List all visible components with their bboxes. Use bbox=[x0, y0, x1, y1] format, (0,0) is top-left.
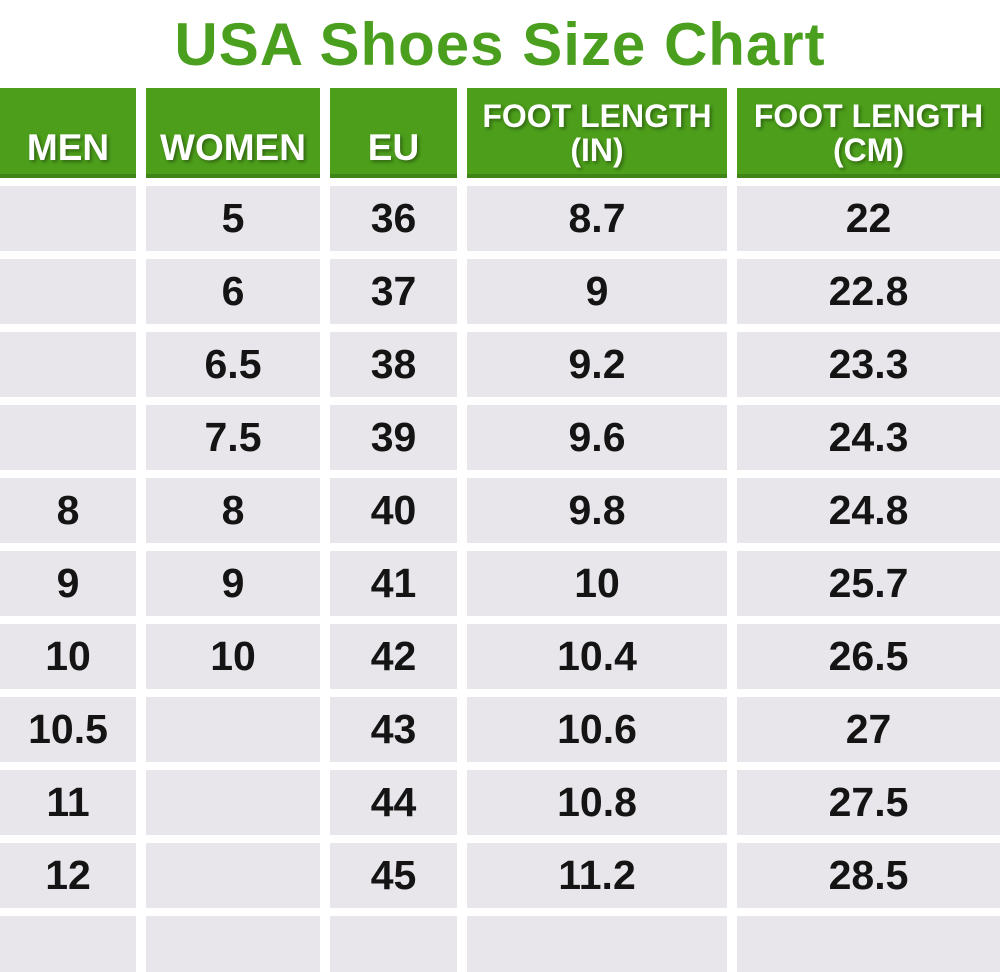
table-cell-foot-length-cm: 27 bbox=[737, 697, 1000, 762]
page-title: USA Shoes Size Chart bbox=[174, 10, 826, 78]
table-header-row: MEN WOMEN EU FOOT LENGTH (IN) FOOT LENGT… bbox=[0, 88, 1000, 178]
table-cell-eu: 44 bbox=[330, 770, 457, 835]
table-cell-eu bbox=[330, 916, 457, 972]
table-cell-women bbox=[146, 770, 320, 835]
table-cell-foot-length-in: 10.8 bbox=[467, 770, 727, 835]
table-cell-women: 6 bbox=[146, 259, 320, 324]
table-cell-men bbox=[0, 405, 136, 470]
table-cell-eu: 38 bbox=[330, 332, 457, 397]
table-cell-eu: 42 bbox=[330, 624, 457, 689]
table-cell-foot-length-cm: 25.7 bbox=[737, 551, 1000, 616]
table-cell-foot-length-in: 9 bbox=[467, 259, 727, 324]
table-row: 10.5 43 10.6 27 bbox=[0, 697, 1000, 762]
table-row: 12 45 11.2 28.5 bbox=[0, 843, 1000, 908]
table-cell-men bbox=[0, 186, 136, 251]
table-cell-women bbox=[146, 843, 320, 908]
table-cell-foot-length-cm: 28.5 bbox=[737, 843, 1000, 908]
table-cell-foot-length-cm: 22.8 bbox=[737, 259, 1000, 324]
size-table: MEN WOMEN EU FOOT LENGTH (IN) FOOT LENGT… bbox=[0, 88, 1000, 972]
table-row: 6 37 9 22.8 bbox=[0, 259, 1000, 324]
table-cell-men: 9 bbox=[0, 551, 136, 616]
table-row: 7.5 39 9.6 24.3 bbox=[0, 405, 1000, 470]
table-cell-foot-length-cm: 22 bbox=[737, 186, 1000, 251]
table-cell-foot-length-in bbox=[467, 916, 727, 972]
table-row: 11 44 10.8 27.5 bbox=[0, 770, 1000, 835]
header-men: MEN bbox=[0, 88, 136, 178]
table-cell-eu: 41 bbox=[330, 551, 457, 616]
table-cell-eu: 37 bbox=[330, 259, 457, 324]
table-row: 8 8 40 9.8 24.8 bbox=[0, 478, 1000, 543]
table-cell-eu: 45 bbox=[330, 843, 457, 908]
table-cell-foot-length-cm: 24.8 bbox=[737, 478, 1000, 543]
table-row: 9 9 41 10 25.7 bbox=[0, 551, 1000, 616]
table-cell-men: 11 bbox=[0, 770, 136, 835]
table-row: 10 10 42 10.4 26.5 bbox=[0, 624, 1000, 689]
table-cell-foot-length-cm: 24.3 bbox=[737, 405, 1000, 470]
table-cell-foot-length-in: 9.2 bbox=[467, 332, 727, 397]
table-cell-foot-length-in: 9.8 bbox=[467, 478, 727, 543]
table-cell-eu: 36 bbox=[330, 186, 457, 251]
table-cell-foot-length-cm bbox=[737, 916, 1000, 972]
table-row: 6.5 38 9.2 23.3 bbox=[0, 332, 1000, 397]
table-cell-men bbox=[0, 916, 136, 972]
table-cell-women: 10 bbox=[146, 624, 320, 689]
table-cell-foot-length-in: 9.6 bbox=[467, 405, 727, 470]
table-cell-men bbox=[0, 332, 136, 397]
header-women: WOMEN bbox=[146, 88, 320, 178]
table-cell-eu: 39 bbox=[330, 405, 457, 470]
table-cell-foot-length-in: 10 bbox=[467, 551, 727, 616]
header-foot-length-in: FOOT LENGTH (IN) bbox=[467, 88, 727, 178]
table-cell-eu: 43 bbox=[330, 697, 457, 762]
table-cell-men: 10.5 bbox=[0, 697, 136, 762]
table-cell-foot-length-cm: 27.5 bbox=[737, 770, 1000, 835]
table-cell-men: 8 bbox=[0, 478, 136, 543]
table-cell-men: 12 bbox=[0, 843, 136, 908]
table-cell-foot-length-in: 10.6 bbox=[467, 697, 727, 762]
table-cell-men bbox=[0, 259, 136, 324]
table-cell-women: 5 bbox=[146, 186, 320, 251]
table-cell-foot-length-in: 8.7 bbox=[467, 186, 727, 251]
table-cell-men: 10 bbox=[0, 624, 136, 689]
table-cell-foot-length-cm: 23.3 bbox=[737, 332, 1000, 397]
table-row: 5 36 8.7 22 bbox=[0, 186, 1000, 251]
table-cell-foot-length-cm: 26.5 bbox=[737, 624, 1000, 689]
table-cell-foot-length-in: 10.4 bbox=[467, 624, 727, 689]
table-cell-women: 6.5 bbox=[146, 332, 320, 397]
table-cell-women bbox=[146, 697, 320, 762]
table-row-empty bbox=[0, 916, 1000, 972]
header-eu: EU bbox=[330, 88, 457, 178]
table-cell-women: 8 bbox=[146, 478, 320, 543]
table-cell-women: 9 bbox=[146, 551, 320, 616]
table-cell-foot-length-in: 11.2 bbox=[467, 843, 727, 908]
table-cell-eu: 40 bbox=[330, 478, 457, 543]
header-foot-length-cm: FOOT LENGTH (CM) bbox=[737, 88, 1000, 178]
table-cell-women: 7.5 bbox=[146, 405, 320, 470]
table-cell-women bbox=[146, 916, 320, 972]
